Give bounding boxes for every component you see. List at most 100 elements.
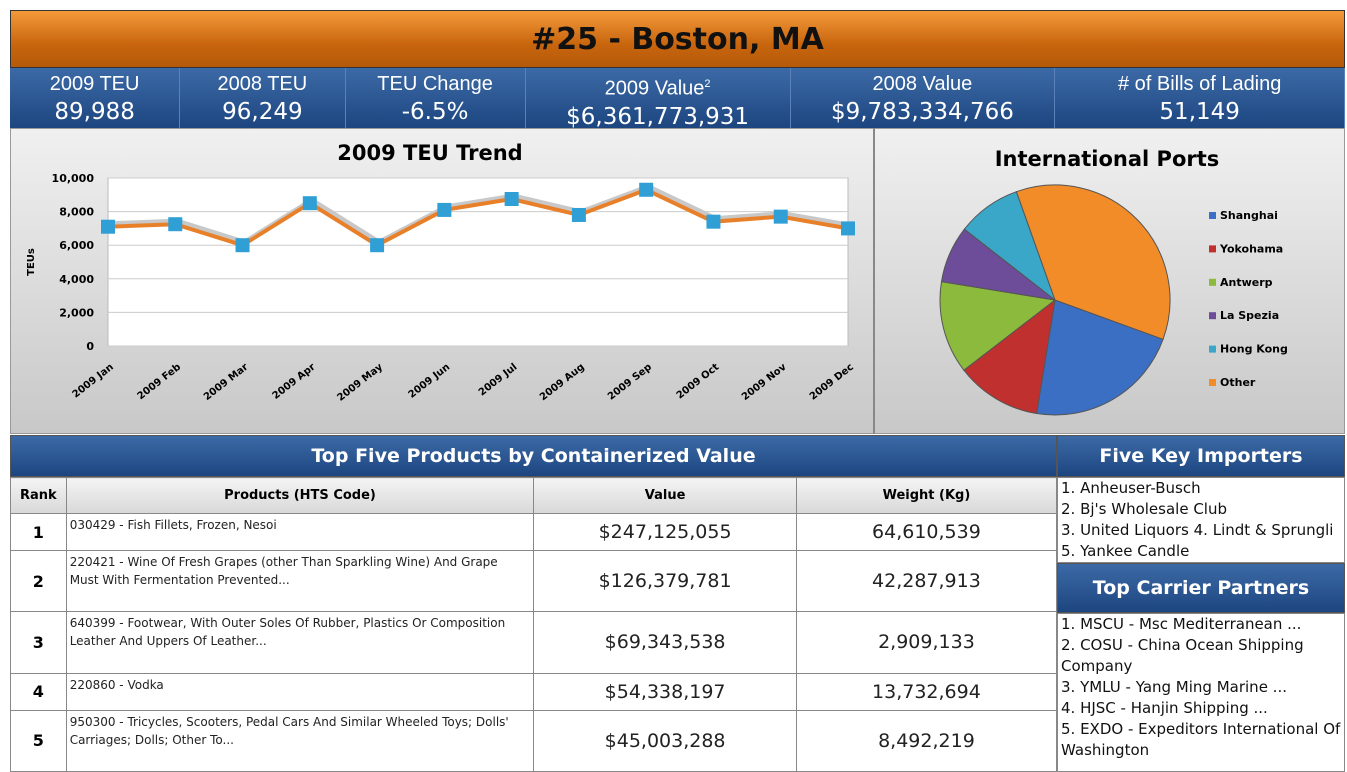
pie-slice bbox=[1015, 184, 1171, 340]
stat: # of Bills of Lading 51,149 bbox=[1055, 68, 1346, 128]
marker bbox=[437, 202, 452, 217]
x-tick-label: 2009 Jun bbox=[407, 362, 453, 401]
legend-swatch bbox=[1209, 245, 1216, 253]
list-item: 1. MSCU - Msc Mediterranean ... bbox=[1061, 615, 1302, 633]
y-axis-label: TEUs bbox=[26, 248, 37, 276]
importers-title: Five Key Importers bbox=[1057, 435, 1345, 477]
chart-title: 2009 TEU Trend bbox=[337, 141, 522, 165]
table-row: 3 640399 - Footwear, With Outer Soles Of … bbox=[10, 611, 1058, 674]
legend-swatch bbox=[1209, 312, 1216, 320]
legend-swatch bbox=[1209, 379, 1216, 386]
y-tick-label: 10,000 bbox=[52, 172, 95, 185]
stat-label-text: 2008 Value bbox=[872, 73, 973, 95]
marker bbox=[302, 196, 317, 211]
rank: 3 bbox=[10, 611, 67, 674]
stat-value: 96,249 bbox=[222, 99, 303, 125]
y-tick-label: 6,000 bbox=[59, 239, 94, 252]
stat-label-text: # of Bills of Lading bbox=[1117, 73, 1282, 95]
x-tick-label: 2009 Aug bbox=[538, 362, 587, 404]
stat-label: 2008 TEU bbox=[180, 70, 344, 98]
legend-label: Antwerp bbox=[1220, 276, 1273, 289]
page-title: #25 - Boston, MA bbox=[10, 10, 1345, 68]
line-chart: 2009 TEU Trend 0 2,000 4,000 6,000 8,000 10,00… bbox=[26, 141, 856, 404]
product: 950300 - Tricycles, Scooters, Pedal Cars… bbox=[65, 709, 535, 772]
table-row: 4 220860 - Vodka $54,338,197 13,732,694 bbox=[10, 672, 1058, 711]
x-tick-label: 2009 Nov bbox=[740, 361, 789, 403]
value: $69,343,538 bbox=[533, 611, 797, 674]
stat: 2008 Value $9,783,334,766 bbox=[791, 68, 1056, 128]
stat-value: $9,783,334,766 bbox=[830, 99, 1014, 125]
x-tick-label: 2009 Oct bbox=[675, 362, 722, 402]
legend-swatch bbox=[1209, 345, 1216, 353]
list-item: 2. COSU - China Ocean Shipping Company bbox=[1061, 636, 1304, 675]
product: 030429 - Fish Fillets, Frozen, Nesoi bbox=[65, 512, 535, 552]
stat-label-text: 2009 TEU bbox=[49, 73, 140, 95]
stat-value: 89,988 bbox=[54, 99, 135, 125]
legend-label: Shanghai bbox=[1220, 209, 1278, 222]
marker bbox=[235, 238, 250, 253]
list-item: 5. Yankee Candle bbox=[1061, 542, 1190, 560]
list-item: 1. Anheuser-Busch bbox=[1061, 479, 1201, 497]
stat-value: 51,149 bbox=[1159, 99, 1240, 125]
pie-chart: International Ports Shanghai Yokohama Antwe… bbox=[939, 147, 1288, 416]
marker bbox=[773, 209, 788, 224]
stat-label-text: 2009 Value bbox=[604, 77, 705, 100]
marker bbox=[101, 219, 115, 234]
weight: 8,492,219 bbox=[795, 709, 1058, 772]
product: 640399 - Footwear, With Outer Soles Of R… bbox=[65, 611, 535, 674]
legend-label: La Spezia bbox=[1220, 309, 1279, 322]
marker bbox=[168, 217, 183, 232]
table-row: 5 950300 - Tricycles, Scooters, Pedal Car… bbox=[10, 709, 1058, 772]
pie-slice bbox=[1036, 299, 1164, 416]
value: $247,125,055 bbox=[533, 512, 797, 552]
pie-slice bbox=[939, 281, 1057, 371]
stats-bar: 2009 TEU 89,988 2008 TEU 96,249 TEU Change -6… bbox=[10, 68, 1346, 130]
x-tick-label: 2009 Mar bbox=[202, 362, 251, 403]
marker bbox=[571, 207, 586, 222]
legend-label: Other bbox=[1220, 376, 1256, 389]
divider bbox=[873, 128, 875, 434]
list-item: 5. EXDO - Expeditors International Of Wa… bbox=[1061, 720, 1341, 759]
legend-label: Hong Kong bbox=[1220, 343, 1288, 356]
stat-label-text: TEU Change bbox=[377, 73, 493, 95]
carriers-title: Top Carrier Partners bbox=[1057, 563, 1345, 613]
stat: 2009 Value2 $6,361,773,931 bbox=[526, 68, 791, 130]
marker bbox=[639, 182, 654, 197]
x-tick-label: 2009 Apr bbox=[271, 362, 318, 402]
column-header: Weight (Kg) bbox=[795, 477, 1058, 514]
importers-list: 1. Anheuser-Busch 2. Bj's Wholesale Club… bbox=[1057, 477, 1345, 563]
table-row: 2 220421 - Wine Of Fresh Grapes (other Th… bbox=[10, 550, 1058, 613]
rank: 5 bbox=[10, 709, 67, 772]
stat: 2009 TEU 89,988 bbox=[10, 68, 181, 128]
product: 220421 - Wine Of Fresh Grapes (other Tha… bbox=[65, 550, 535, 613]
value: $126,379,781 bbox=[533, 550, 797, 613]
marker bbox=[504, 192, 519, 206]
x-tick-label: 2009 Jul bbox=[477, 362, 520, 399]
legend-label: Yokohama bbox=[1219, 242, 1283, 255]
products-table: Rank Products (HTS Code) Value Weight (Kg) 1… bbox=[10, 477, 1058, 772]
rank: 1 bbox=[10, 512, 67, 552]
stat-label: # of Bills of Lading bbox=[1055, 70, 1344, 98]
x-tick-label: 2009 Dec bbox=[808, 362, 856, 403]
stat-label: 2009 TEU bbox=[10, 70, 179, 98]
stat: TEU Change -6.5% bbox=[346, 68, 526, 128]
value: $54,338,197 bbox=[533, 672, 797, 711]
weight: 2,909,133 bbox=[795, 611, 1058, 674]
line bbox=[107, 187, 849, 248]
footnote-mark: 2 bbox=[704, 78, 711, 90]
list-item: 4. HJSC - Hanjin Shipping ... bbox=[1061, 699, 1268, 717]
list-item: 2. Bj's Wholesale Club bbox=[1061, 500, 1227, 518]
rank: 4 bbox=[10, 672, 67, 711]
y-tick-label: 4,000 bbox=[59, 273, 94, 286]
rank: 2 bbox=[10, 550, 67, 613]
weight: 64,610,539 bbox=[795, 512, 1058, 552]
stat: 2008 TEU 96,249 bbox=[180, 68, 346, 128]
column-header: Rank bbox=[10, 477, 67, 514]
marker bbox=[370, 238, 385, 253]
y-tick-label: 0 bbox=[86, 340, 94, 353]
list-item: 4. Lindt & Sprungli bbox=[1193, 521, 1334, 539]
table-row: 1 030429 - Fish Fillets, Frozen, Nesoi $24… bbox=[10, 512, 1058, 552]
x-tick-label: 2009 Sep bbox=[606, 362, 654, 403]
column-header: Products (HTS Code) bbox=[65, 477, 535, 514]
